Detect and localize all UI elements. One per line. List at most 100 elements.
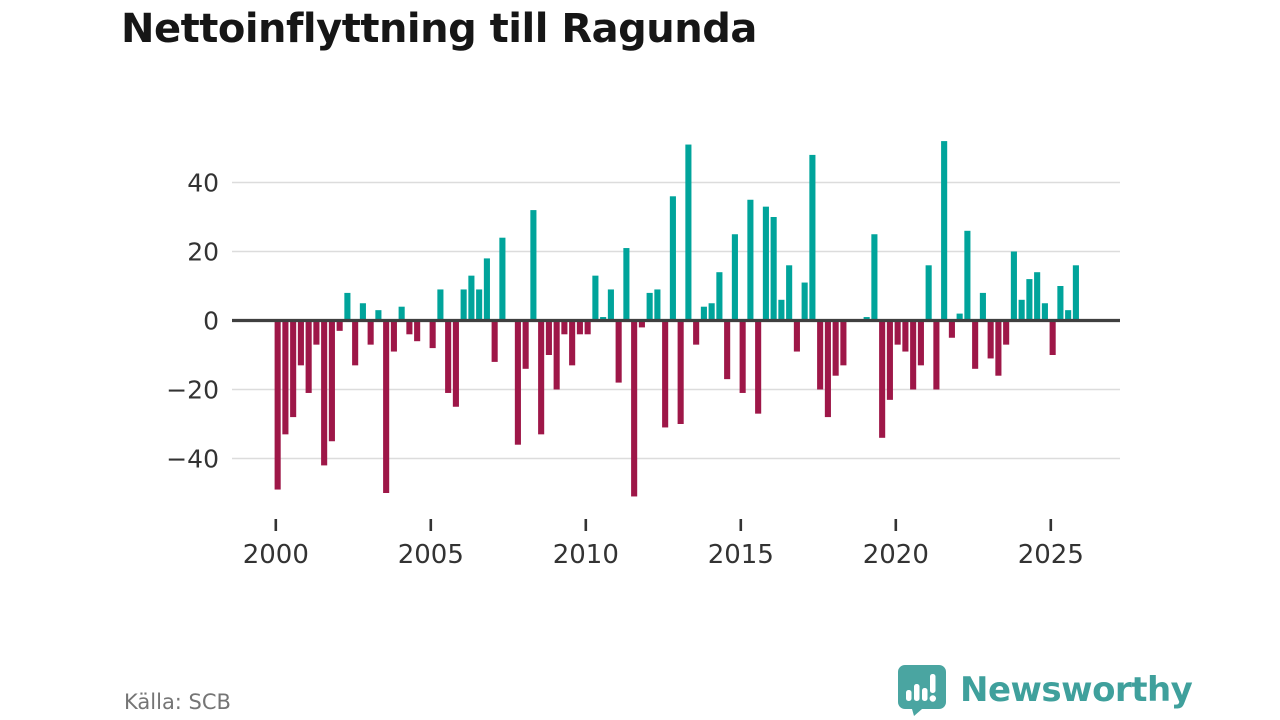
quarter-bar [995,320,1002,376]
quarter-bar [917,320,924,366]
quarter-bar [987,320,994,359]
quarter-bar [646,292,653,321]
gridlines [232,181,1120,460]
quarter-bar [305,320,312,393]
quarter-bar [297,320,304,366]
quarter-bar [623,248,630,321]
quarter-bar [879,320,886,438]
y-axis-tick-label: −40 [166,445,219,474]
quarter-bar [1057,286,1064,321]
quarter-bar [762,206,769,321]
quarter-bar [1034,272,1041,321]
quarter-bar [406,320,413,335]
quarter-bar [452,320,459,407]
quarter-bar [770,217,777,321]
x-axis-tick-label: 2025 [1018,540,1084,570]
quarter-bar [1065,310,1072,321]
quarter-bar [514,320,521,445]
quarter-bar [569,320,576,366]
x-axis-tick-label: 2005 [398,540,464,570]
quarter-bar [460,289,467,321]
quarter-bar [607,289,614,321]
quarter-bar [1072,265,1079,321]
quarter-bar [662,320,669,428]
x-axis-tick-label: 2020 [863,540,929,570]
quarter-bar [290,320,297,418]
y-axis-tick-label: 20 [187,238,219,267]
quarter-bar [414,320,421,342]
quarter-bar [359,303,366,321]
quarter-bar [328,320,335,442]
quarter-bar [956,313,963,321]
quarter-bar [925,265,932,321]
quarter-bar [832,320,839,376]
quarter-bar [545,320,552,355]
quarter-bar [801,282,808,321]
quarter-bar [886,320,893,400]
chart-title: Nettoinflyttning till Ragunda [121,6,757,52]
quarter-bar [1041,303,1048,321]
quarter-bar [600,317,607,321]
quarter-bar [941,141,948,321]
x-axis-tick-label: 2010 [553,540,619,570]
quarter-bar [592,275,599,321]
quarter-bar [840,320,847,366]
quarter-bar [553,320,560,390]
quarter-bar [669,196,676,321]
quarter-bar [530,210,537,321]
quarter-bar [716,272,723,321]
quarter-bar [631,320,638,497]
quarter-bar [871,234,878,321]
quarter-bar [824,320,831,418]
quarter-bar [352,320,359,366]
quarter-bar [445,320,452,393]
quarter-bar [902,320,909,352]
quarter-bar [344,292,351,321]
quarter-bar [398,306,405,321]
quarter-bar [910,320,917,390]
quarter-bar [863,317,870,321]
quarter-bar [700,306,707,321]
quarter-bar [282,320,289,435]
quarter-bar [429,320,436,349]
quarter-bar [755,320,762,414]
quarter-bar [476,289,483,321]
quarter-bar [793,320,800,352]
bar-series [274,141,1079,497]
quarter-bar [522,320,529,369]
quarter-bar [1049,320,1056,355]
quarter-bar [677,320,684,424]
x-axis-tick-label: 2000 [243,540,309,570]
y-axis-tick-label: 0 [203,307,219,336]
quarter-bar [964,230,971,321]
quarter-bar [933,320,940,390]
newsworthy-logo: Newsworthy [897,664,1193,716]
quarter-bar [809,154,816,321]
quarter-bar [1026,279,1033,321]
quarter-bar [615,320,622,383]
quarter-bar [321,320,328,466]
quarter-bar [747,199,754,321]
quarter-bar [1018,299,1025,321]
quarter-bar [948,320,955,338]
quarter-bar [274,320,281,490]
quarter-bar [468,275,475,321]
quarter-bar [739,320,746,393]
quarter-bar [778,299,785,321]
quarter-bar [576,320,583,335]
source-caption: Källa: SCB [124,690,231,714]
logo-wordmark: Newsworthy [960,670,1193,710]
quarter-bar [584,320,591,335]
y-axis-tick-label: 40 [187,169,219,198]
quarter-bar [731,234,738,321]
quarter-bar [390,320,397,352]
quarter-bar [685,144,692,321]
quarter-bar [538,320,545,435]
quarter-bar [724,320,731,380]
axes: 40 20 0 −20 −40 2000 2005 2010 2015 2020 2025 [166,169,1120,570]
x-axis-tick-label: 2015 [708,540,774,570]
quarter-bar [437,289,444,321]
quarter-bar [786,265,793,321]
